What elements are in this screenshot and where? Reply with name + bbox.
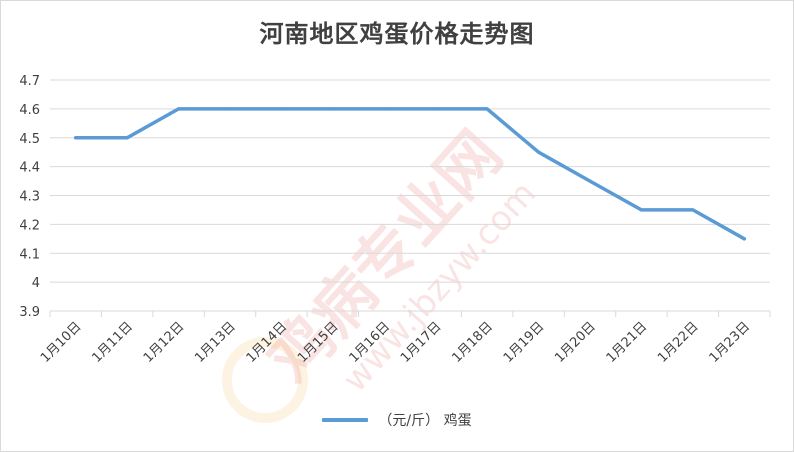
- x-tick-label: 1月19日: [501, 319, 548, 366]
- y-tick-label: 4.2: [19, 218, 40, 233]
- x-tick-label: 1月23日: [707, 319, 754, 366]
- x-tick-label: 1月17日: [398, 319, 445, 366]
- x-tick-label: 1月11日: [89, 319, 136, 366]
- x-tick-label: 1月22日: [655, 319, 702, 366]
- y-tick-label: 3.9: [19, 305, 40, 320]
- y-tick-label: 4.7: [19, 74, 40, 89]
- y-tick-label: 4.6: [19, 103, 40, 118]
- legend-label: （元/斤） 鸡蛋: [378, 413, 472, 429]
- x-tick-label: 1月13日: [192, 319, 239, 366]
- x-tick-label: 1月21日: [604, 319, 651, 366]
- data-point: [382, 107, 386, 111]
- data-point: [176, 107, 181, 111]
- y-axis: 3.9 4 4.1 4.2 4.3 4.4 4.5 4.6 4.7: [19, 74, 40, 320]
- y-tick-label: 4.4: [19, 161, 40, 176]
- x-tick-label: 1月20日: [552, 319, 599, 366]
- data-point: [639, 208, 644, 212]
- chart-title: 河南地区鸡蛋价格走势图: [259, 19, 535, 48]
- data-point: [485, 107, 489, 111]
- data-point: [691, 208, 695, 212]
- series-layer: [73, 107, 747, 241]
- x-tick-label: 1月18日: [449, 319, 496, 366]
- x-tick-label: 1月10日: [38, 319, 85, 366]
- x-axis: 1月10日 1月11日 1月12日 1月13日 1月14日 1月15日 1月16日 1月17日…: [38, 311, 771, 366]
- data-point: [228, 107, 232, 111]
- x-tick-label: 1月14日: [244, 319, 291, 366]
- x-tick-label: 1月15日: [295, 319, 342, 366]
- legend: （元/斤） 鸡蛋: [0, 410, 794, 430]
- y-tick-label: 4.1: [19, 247, 40, 262]
- data-point: [125, 136, 129, 140]
- series-line: [73, 107, 747, 241]
- legend-swatch: [322, 418, 369, 422]
- x-tick-label: 1月12日: [141, 319, 188, 366]
- data-point: [74, 136, 78, 140]
- data-point: [279, 107, 284, 111]
- grid-lines: [50, 79, 770, 312]
- data-point: [331, 107, 335, 111]
- y-tick-label: 4.3: [19, 190, 40, 205]
- data-point: [434, 107, 438, 111]
- y-tick-label: 4.5: [19, 132, 40, 147]
- data-point: [536, 150, 541, 154]
- y-tick-label: 4: [32, 276, 40, 291]
- data-point: [742, 237, 746, 241]
- data-point: [588, 179, 592, 183]
- x-tick-label: 1月16日: [347, 319, 394, 366]
